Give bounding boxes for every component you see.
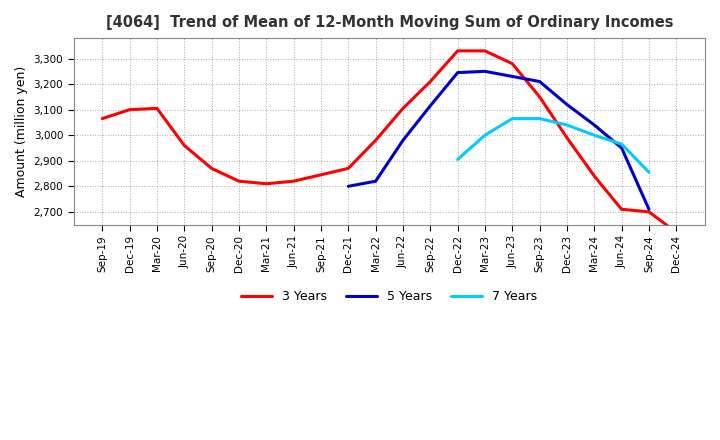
3 Years bbox=[562, 135, 571, 140]
5 Years bbox=[535, 79, 544, 84]
Line: 7 Years: 7 Years bbox=[458, 119, 649, 172]
3 Years bbox=[590, 173, 598, 179]
3 Years bbox=[372, 138, 380, 143]
5 Years bbox=[617, 145, 626, 150]
5 Years bbox=[344, 183, 353, 189]
5 Years bbox=[372, 179, 380, 184]
3 Years bbox=[535, 94, 544, 99]
3 Years bbox=[481, 48, 490, 54]
3 Years bbox=[617, 207, 626, 212]
3 Years bbox=[207, 166, 216, 171]
5 Years bbox=[562, 102, 571, 107]
3 Years bbox=[508, 61, 517, 66]
3 Years bbox=[235, 179, 243, 184]
7 Years bbox=[508, 116, 517, 121]
7 Years bbox=[617, 142, 626, 147]
Legend: 3 Years, 5 Years, 7 Years: 3 Years, 5 Years, 7 Years bbox=[236, 285, 543, 308]
3 Years bbox=[180, 143, 189, 148]
7 Years bbox=[481, 132, 490, 138]
5 Years bbox=[508, 74, 517, 79]
5 Years bbox=[644, 207, 653, 212]
3 Years bbox=[317, 172, 325, 177]
3 Years bbox=[454, 48, 462, 54]
Line: 5 Years: 5 Years bbox=[348, 71, 649, 209]
3 Years bbox=[262, 181, 271, 187]
7 Years bbox=[590, 132, 598, 138]
5 Years bbox=[454, 70, 462, 75]
3 Years bbox=[344, 166, 353, 171]
7 Years bbox=[644, 169, 653, 175]
3 Years bbox=[672, 230, 680, 235]
Line: 3 Years: 3 Years bbox=[102, 51, 676, 232]
5 Years bbox=[481, 69, 490, 74]
Title: [4064]  Trend of Mean of 12-Month Moving Sum of Ordinary Incomes: [4064] Trend of Mean of 12-Month Moving … bbox=[106, 15, 673, 30]
3 Years bbox=[644, 209, 653, 214]
5 Years bbox=[399, 138, 408, 143]
7 Years bbox=[535, 116, 544, 121]
3 Years bbox=[289, 179, 298, 184]
5 Years bbox=[426, 103, 435, 108]
3 Years bbox=[399, 106, 408, 111]
7 Years bbox=[454, 157, 462, 162]
7 Years bbox=[562, 122, 571, 128]
3 Years bbox=[153, 106, 161, 111]
5 Years bbox=[590, 122, 598, 128]
3 Years bbox=[426, 79, 435, 84]
3 Years bbox=[98, 116, 107, 121]
Y-axis label: Amount (million yen): Amount (million yen) bbox=[15, 66, 28, 197]
3 Years bbox=[125, 107, 134, 112]
